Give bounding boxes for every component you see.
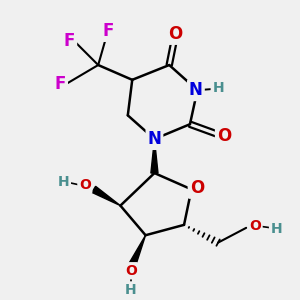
- Text: N: N: [148, 130, 161, 148]
- Text: H: H: [58, 175, 69, 189]
- Text: H: H: [125, 283, 136, 297]
- Text: F: F: [103, 22, 114, 40]
- Text: H: H: [271, 222, 282, 236]
- Polygon shape: [92, 186, 120, 206]
- Text: H: H: [212, 81, 224, 95]
- Text: O: O: [168, 25, 182, 43]
- Text: O: O: [190, 179, 204, 197]
- Text: O: O: [79, 178, 91, 192]
- Polygon shape: [151, 139, 158, 173]
- Text: F: F: [55, 75, 66, 93]
- Text: F: F: [64, 32, 75, 50]
- Polygon shape: [129, 235, 146, 266]
- Text: O: O: [217, 127, 231, 145]
- Text: N: N: [189, 81, 203, 99]
- Text: O: O: [249, 219, 261, 233]
- Text: O: O: [125, 264, 137, 278]
